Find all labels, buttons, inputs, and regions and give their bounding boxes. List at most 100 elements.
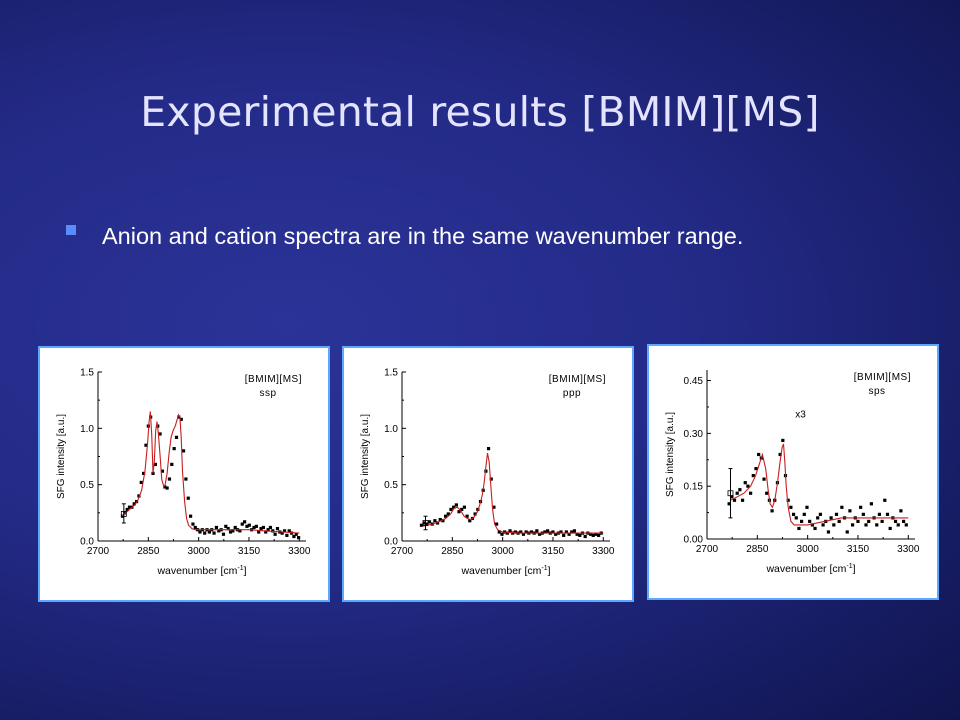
data-point [851,523,855,527]
y-tick-label: 0.0 [384,537,398,548]
chart-panel-ppp: 0.0 0.5 1.0 1.5 2700 2850 3000 3150 3300 SFG inte… [342,346,634,602]
data-point [492,505,496,509]
data-point [280,531,284,535]
data-point [575,532,579,536]
data-point [810,523,814,527]
data-point [435,521,440,525]
data-point [207,530,211,534]
legend-title: [BMIM][MS] [549,374,606,385]
data-point [184,477,188,481]
data-point [505,531,509,535]
data-point [800,519,804,523]
x-tick-label: 3000 [188,546,211,557]
data-point [473,512,477,516]
spectrum-chart-ssp: 0.0 0.5 1.0 1.5 2700 2850 3000 3150 3300 SFG inte… [56,368,311,578]
x-tick-label: 3000 [797,544,820,555]
data-point [167,477,172,481]
data-point [193,525,197,530]
data-point [591,533,595,537]
data-point [848,509,852,513]
data-point [165,486,169,490]
data-point [818,512,822,516]
data-point [125,507,129,512]
y-tick-label: 0.30 [684,429,704,440]
x-tick-label: 3150 [847,544,870,555]
legend-title: [BMIM][MS] [854,372,911,383]
data-point [562,533,566,537]
data-point [875,523,879,527]
x-tick-label: 2700 [391,546,414,557]
data-point [519,530,523,534]
data-point [465,514,469,518]
y-tick-label: 0.5 [80,480,94,491]
data-point [856,519,860,523]
legend-polarization: ppp [563,388,581,399]
data-point [594,532,598,536]
data-point [257,530,261,534]
data-point [438,517,442,522]
legend-title: [BMIM][MS] [245,374,302,385]
y-tick-label: 0.15 [684,482,704,493]
data-point [746,484,750,488]
data-point [285,533,289,537]
data-point [160,469,165,473]
data-point [738,488,742,492]
x-tick-label: 3150 [238,546,261,557]
data-point [233,525,237,530]
data-point [572,529,577,533]
data-point [273,532,277,536]
data-point [564,530,568,534]
y-tick-label: 1.5 [384,368,398,379]
spectrum-chart-sps: 0.00 0.15 0.30 0.45 2700 2850 3000 3150 3300 SFG … [665,370,920,575]
data-point [217,529,221,533]
data-point [583,534,587,539]
data-point [139,480,143,485]
data-point [546,529,550,533]
data-point [468,519,472,523]
data-point [888,526,892,531]
data-point [883,498,887,502]
bullet-square-icon [66,225,76,235]
data-point [441,519,445,523]
fit-curve [730,443,909,526]
data-point [191,522,195,526]
data-point [757,452,761,457]
data-point [861,512,865,516]
data-point [188,514,193,518]
error-bar-marker [422,520,429,526]
data-point [460,507,464,512]
data-point [266,528,270,532]
fit-curve [421,452,604,534]
data-point [462,505,466,509]
data-point [228,530,233,534]
data-point [419,523,424,527]
data-point [732,498,737,502]
data-point [559,530,563,534]
data-point [186,496,190,500]
x-tick-label: 2850 [746,544,769,555]
data-point [292,534,296,539]
data-point [529,530,534,534]
data-point [554,532,558,536]
data-point [240,522,244,526]
data-point [198,530,202,534]
data-point [214,525,219,530]
x-axis-label: wavenumber [cm-1] [460,565,550,577]
y-tick-label: 0.0 [80,537,94,548]
data-point [551,530,555,534]
data-point [137,494,141,498]
data-point [901,519,906,523]
spectrum-chart-ppp: 0.0 0.5 1.0 1.5 2700 2850 3000 3150 3300 SFG inte… [360,368,615,578]
data-point [226,527,230,531]
y-tick-label: 1.0 [80,424,94,435]
data-point [762,477,766,481]
data-point [537,532,542,536]
data-point [754,466,758,471]
bullet-text: Anion and cation spectra are in the same… [102,223,744,249]
legend-polarization: ssp [259,388,276,399]
data-point [535,529,539,533]
data-point [794,516,798,520]
y-tick-label: 0.45 [684,376,704,387]
data-point [495,522,499,526]
data-point [172,447,176,451]
